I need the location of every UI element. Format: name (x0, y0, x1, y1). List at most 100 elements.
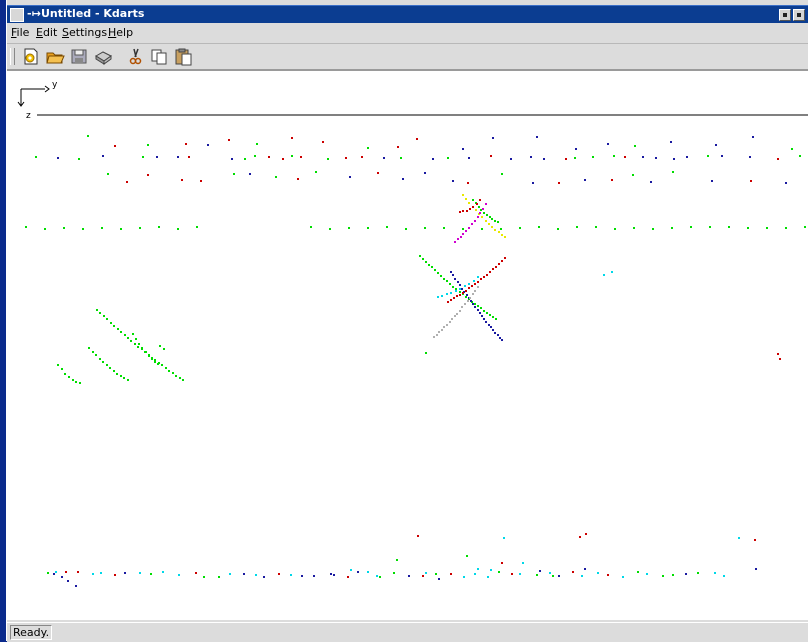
print-icon[interactable] (93, 47, 113, 66)
hit-dot (572, 571, 574, 573)
hit-dot (592, 156, 594, 158)
minimize-button[interactable] (779, 9, 791, 21)
hit-dot (465, 230, 467, 232)
hit-dot (402, 178, 404, 180)
hit-dot (428, 264, 430, 266)
hit-dot (156, 156, 158, 158)
hit-dot (532, 182, 534, 184)
pin-icon[interactable]: -↦ (27, 7, 41, 20)
save-icon[interactable] (69, 47, 89, 66)
hit-dot (446, 293, 448, 295)
new-file-icon[interactable] (21, 47, 41, 66)
hit-dot (67, 580, 69, 582)
app-icon[interactable] (10, 8, 24, 22)
hit-dot (477, 216, 479, 218)
hit-dot (611, 179, 613, 181)
hit-dot (557, 228, 559, 230)
hit-dot (455, 288, 457, 290)
hit-dot (102, 361, 104, 363)
cut-icon[interactable] (125, 47, 145, 66)
hit-dot (63, 227, 65, 229)
hit-dot (489, 216, 491, 218)
hit-dot (501, 173, 503, 175)
hit-dot (490, 326, 492, 328)
hit-dot (177, 228, 179, 230)
hit-dot (462, 210, 464, 212)
hit-dot (254, 155, 256, 157)
hit-dot (459, 310, 461, 312)
hit-dot (483, 310, 485, 312)
hit-dot (233, 173, 235, 175)
axis-y-label: y (52, 80, 58, 90)
hit-dot (113, 325, 115, 327)
hit-dot (642, 156, 644, 158)
menu-edit[interactable]: Edit (36, 26, 58, 39)
hit-dot (268, 156, 270, 158)
hit-dot (480, 278, 482, 280)
axis-z-label: z (26, 111, 31, 121)
hit-dot (447, 157, 449, 159)
hit-dot (124, 334, 126, 336)
hit-dot (456, 295, 458, 297)
hit-dot (707, 155, 709, 157)
hit-dot (416, 138, 418, 140)
hit-dot (329, 228, 331, 230)
app-window: -↦ Untitled - Kdarts File Edit Settings … (6, 0, 808, 642)
hit-dot (419, 255, 421, 257)
hit-dot (297, 178, 299, 180)
copy-icon[interactable] (149, 47, 169, 66)
hit-dot (711, 180, 713, 182)
status-bar: Ready. (7, 622, 808, 642)
hit-dot (147, 174, 149, 176)
menu-settings[interactable]: Settings (62, 26, 108, 39)
hit-dot (766, 227, 768, 229)
hit-dot (386, 226, 388, 228)
hit-dot (400, 157, 402, 159)
hit-dot (452, 286, 454, 288)
hit-dot (437, 296, 439, 298)
hit-dot (417, 535, 419, 537)
hit-dot (106, 318, 108, 320)
menu-file[interactable]: File (11, 26, 30, 39)
hit-dot (107, 173, 109, 175)
hit-dot (565, 158, 567, 160)
menu-help[interactable]: Help (108, 26, 134, 39)
hit-dot (574, 157, 576, 159)
maximize-button[interactable] (793, 9, 805, 21)
event-display-canvas[interactable]: y z (7, 71, 808, 620)
hit-dot (461, 306, 463, 308)
paste-icon[interactable] (173, 47, 193, 66)
hit-dot (300, 156, 302, 158)
hit-dot (231, 158, 233, 160)
hit-dot (474, 220, 476, 222)
hit-dot (511, 573, 513, 575)
hit-dot (154, 361, 156, 363)
hit-dot (477, 309, 479, 311)
hit-dot (168, 370, 170, 372)
hit-dot (480, 307, 482, 309)
hit-dot (477, 286, 479, 288)
hit-dot (685, 573, 687, 575)
hit-dot (57, 157, 59, 159)
hit-dot (469, 297, 471, 299)
hit-dot (229, 573, 231, 575)
hit-dot (462, 148, 464, 150)
hit-dot (64, 373, 66, 375)
detector-view[interactable]: y z (7, 71, 808, 620)
hit-dot (159, 345, 161, 347)
open-folder-icon[interactable] (45, 47, 65, 66)
hit-dot (469, 208, 471, 210)
title-bar[interactable]: -↦ Untitled - Kdarts (7, 5, 808, 23)
hit-dot (777, 158, 779, 160)
hit-dot (530, 156, 532, 158)
hit-dot (624, 156, 626, 158)
hit-dot (747, 227, 749, 229)
hit-dot (785, 227, 787, 229)
hit-dot (575, 148, 577, 150)
hit-dot (100, 572, 102, 574)
toolbar-grip[interactable] (10, 48, 15, 65)
hit-dot (78, 158, 80, 160)
hit-dot (485, 203, 487, 205)
hit-dot (383, 157, 385, 159)
hit-dot (291, 137, 293, 139)
